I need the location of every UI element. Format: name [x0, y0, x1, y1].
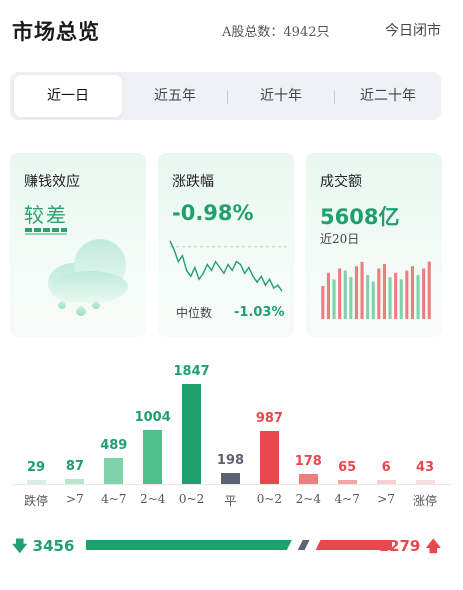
distribution-value: 65: [338, 460, 357, 475]
turnover-bar: [354, 266, 358, 319]
effect-level-underline: [25, 233, 67, 235]
period-tabs: 近一日 近五年 近十年 近二十年: [10, 72, 441, 120]
distribution-value: 87: [65, 459, 84, 475]
distribution-category-label: 0~2: [178, 492, 205, 506]
turnover-bar: [326, 272, 330, 319]
effect-level-bar: [25, 228, 67, 232]
page-title: 市场总览: [12, 20, 100, 44]
arrow-up-icon: 🡅: [425, 537, 441, 555]
distribution-value: 489: [100, 437, 128, 453]
distribution-value: 987: [255, 410, 283, 426]
distribution-bar: [337, 480, 357, 484]
distribution-category-label: 跌停: [23, 494, 48, 508]
median-value: -1.03%: [234, 305, 285, 320]
distribution-baseline: [12, 484, 451, 485]
market-status: 今日闭市: [385, 23, 441, 39]
distribution-bar: [415, 480, 435, 484]
distribution-category-label: 4~7: [334, 492, 360, 506]
distribution-category-label: 0~2: [256, 492, 283, 506]
turnover-bar: [377, 268, 381, 319]
distribution-bar: [221, 473, 240, 484]
turnover-bar: [422, 268, 426, 319]
turnover-bar: [366, 275, 370, 319]
tab-divider: [334, 90, 335, 104]
turnover-bar: [388, 277, 392, 319]
turnover-bar: [382, 264, 386, 319]
profit-effect-card[interactable]: 赚钱效应 较差: [10, 153, 146, 337]
distribution-category-label: 2~4: [295, 492, 321, 506]
distribution-bar: [259, 430, 279, 484]
tab-20y[interactable]: 近二十年: [360, 88, 416, 104]
turnover-card[interactable]: 成交额 5608亿 近20日: [306, 153, 442, 337]
distribution-bar: [26, 480, 46, 484]
distribution-category-label: 2~4: [140, 492, 166, 506]
distribution-bar: [182, 384, 202, 484]
tab-1d[interactable]: 近一日: [14, 75, 122, 117]
header: 市场总览 A股总数：4942只 今日闭市: [0, 0, 463, 62]
flat-segment: [297, 540, 310, 550]
turnover-bar: [405, 270, 409, 319]
turnover-bar: [321, 286, 325, 319]
turnover-bar: [427, 261, 431, 319]
distribution-bar: [298, 474, 318, 484]
tab-10y[interactable]: 近十年: [260, 88, 302, 104]
advance-decline-ratio-bar: [86, 540, 392, 550]
advancers-segment: [315, 540, 392, 550]
total-stocks-label: A股总数：4942只: [222, 25, 330, 40]
turnover-bar: [416, 275, 420, 319]
distribution-category-label: >7: [377, 492, 395, 506]
distribution-value: 178: [294, 454, 322, 470]
turnover-value: 5608亿: [320, 205, 400, 229]
distribution-category-label: 涨停: [412, 494, 437, 508]
decliners-segment: [86, 540, 292, 550]
distribution-bar: [376, 480, 396, 484]
distribution-value: 1847: [173, 364, 210, 379]
decliners-count: 🡇 3456: [12, 536, 74, 561]
rain-cloud-icon: [48, 239, 128, 316]
profit-effect-value: 较差: [24, 203, 68, 227]
distribution-bar: [143, 429, 163, 484]
turnover-bar: [332, 279, 336, 319]
median-label: 中位数: [176, 306, 213, 320]
card-title: 涨跌幅: [172, 174, 214, 190]
turnover-bar: [399, 279, 403, 319]
turnover-bar: [371, 281, 375, 319]
decliners-value: 3456: [32, 537, 75, 555]
turnover-bar: [343, 270, 347, 319]
distribution-category-label: >7: [66, 492, 84, 506]
card-title: 成交额: [320, 174, 362, 190]
arrow-down-icon: 🡇: [12, 537, 28, 555]
distribution-value: 29: [26, 460, 46, 475]
turnover-bar: [360, 261, 364, 319]
distribution-value: 6: [381, 460, 391, 475]
change-value: -0.98%: [172, 201, 254, 225]
distribution-bar: [104, 457, 124, 484]
turnover-bar: [338, 268, 342, 319]
turnover-bar: [394, 272, 398, 319]
tab-divider: [227, 90, 228, 104]
distribution-category-label: 平: [224, 494, 237, 508]
distribution-value: 43: [415, 460, 435, 475]
card-title: 赚钱效应: [24, 174, 80, 190]
distribution-category-label: 4~7: [101, 492, 127, 506]
turnover-bar: [410, 266, 414, 319]
change-line: [169, 240, 283, 292]
tab-5y[interactable]: 近五年: [154, 88, 196, 104]
change-card[interactable]: 涨跌幅 -0.98% 中位数 -1.03%: [158, 153, 294, 337]
distribution-value: 198: [216, 453, 245, 469]
distribution-value: 1004: [134, 409, 171, 425]
distribution-bar: [65, 479, 85, 484]
change-line-chart: [169, 240, 286, 292]
turnover-bar: [349, 277, 353, 319]
turnover-period: 近20日: [320, 232, 360, 246]
turnover-bar-chart: [321, 261, 431, 319]
